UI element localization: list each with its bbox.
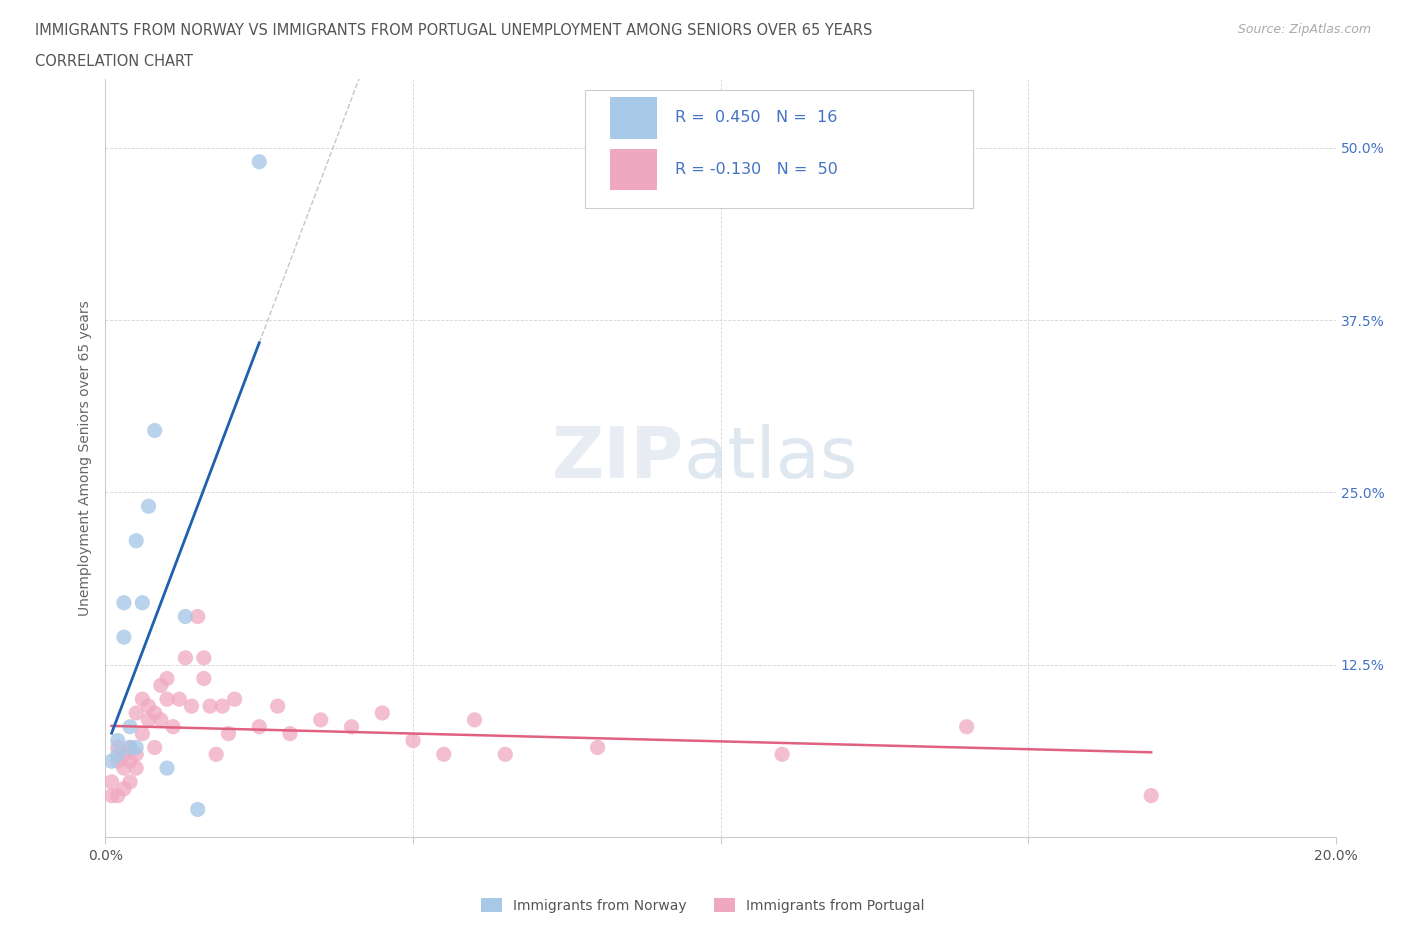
Point	[1140, 789, 1163, 804]
Point	[112, 781, 135, 796]
Point	[112, 747, 135, 762]
Point	[371, 706, 394, 721]
Point	[107, 789, 129, 804]
Point	[138, 498, 160, 513]
Point	[131, 692, 153, 707]
Point	[100, 789, 122, 804]
Point	[131, 726, 153, 741]
Point	[464, 712, 486, 727]
Point	[125, 740, 148, 755]
Point	[138, 712, 160, 727]
Point	[125, 747, 148, 762]
Point	[156, 671, 179, 686]
Point	[112, 761, 135, 776]
Point	[125, 761, 148, 776]
Text: Source: ZipAtlas.com: Source: ZipAtlas.com	[1237, 23, 1371, 36]
Point	[494, 747, 516, 762]
Point	[309, 712, 332, 727]
Point	[112, 630, 135, 644]
Point	[125, 533, 148, 548]
Point	[143, 706, 166, 721]
Point	[247, 154, 270, 169]
Point	[193, 671, 215, 686]
Point	[120, 719, 141, 734]
Point	[143, 423, 166, 438]
Point	[218, 726, 240, 741]
Point	[187, 609, 209, 624]
Point	[120, 775, 141, 790]
Point	[187, 802, 209, 817]
Legend: Immigrants from Norway, Immigrants from Portugal: Immigrants from Norway, Immigrants from …	[475, 893, 931, 919]
Text: CORRELATION CHART: CORRELATION CHART	[35, 54, 193, 69]
Point	[162, 719, 184, 734]
FancyBboxPatch shape	[585, 90, 973, 208]
Point	[156, 692, 179, 707]
Text: ZIP: ZIP	[551, 423, 683, 493]
Point	[149, 712, 172, 727]
Point	[138, 698, 160, 713]
Y-axis label: Unemployment Among Seniors over 65 years: Unemployment Among Seniors over 65 years	[79, 300, 93, 616]
Point	[205, 747, 228, 762]
Point	[156, 761, 179, 776]
Text: R = -0.130   N =  50: R = -0.130 N = 50	[675, 162, 838, 177]
Point	[120, 740, 141, 755]
Point	[107, 740, 129, 755]
Point	[180, 698, 202, 713]
Point	[169, 692, 191, 707]
Point	[174, 650, 197, 665]
Point	[247, 719, 270, 734]
Point	[112, 595, 135, 610]
Point	[267, 698, 290, 713]
Point	[340, 719, 363, 734]
Point	[143, 740, 166, 755]
Text: atlas: atlas	[683, 423, 858, 493]
Point	[433, 747, 456, 762]
FancyBboxPatch shape	[610, 149, 657, 191]
Point	[198, 698, 221, 713]
Point	[107, 753, 129, 768]
Point	[107, 747, 129, 762]
Point	[402, 733, 425, 748]
Point	[125, 706, 148, 721]
Point	[193, 650, 215, 665]
Point	[100, 775, 122, 790]
Point	[224, 692, 246, 707]
Point	[174, 609, 197, 624]
Text: IMMIGRANTS FROM NORWAY VS IMMIGRANTS FROM PORTUGAL UNEMPLOYMENT AMONG SENIORS OV: IMMIGRANTS FROM NORWAY VS IMMIGRANTS FRO…	[35, 23, 873, 38]
FancyBboxPatch shape	[610, 97, 657, 139]
Point	[586, 740, 609, 755]
Point	[120, 753, 141, 768]
Point	[107, 733, 129, 748]
Point	[770, 747, 793, 762]
Point	[120, 740, 141, 755]
Point	[100, 753, 122, 768]
Point	[149, 678, 172, 693]
Point	[131, 595, 153, 610]
Point	[956, 719, 979, 734]
Text: R =  0.450   N =  16: R = 0.450 N = 16	[675, 110, 838, 125]
Point	[211, 698, 233, 713]
Point	[278, 726, 301, 741]
